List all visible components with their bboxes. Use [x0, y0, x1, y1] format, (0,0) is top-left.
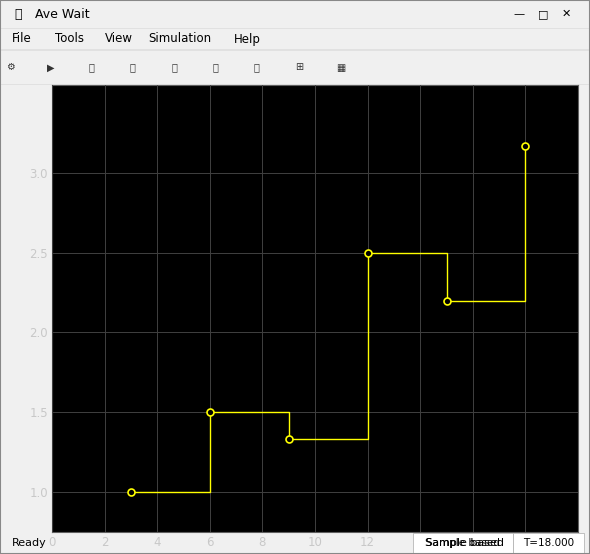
Text: Tools: Tools	[55, 33, 84, 45]
Text: T=18.000: T=18.000	[523, 538, 574, 548]
Text: —: —	[514, 9, 525, 19]
Text: 📈: 📈	[15, 8, 22, 20]
Text: 🔍: 🔍	[212, 63, 218, 73]
FancyBboxPatch shape	[513, 533, 584, 553]
Text: ⚙: ⚙	[6, 63, 15, 73]
Text: View: View	[105, 33, 133, 45]
Text: □: □	[537, 9, 548, 19]
Text: ▦: ▦	[336, 63, 346, 73]
Text: Help: Help	[234, 33, 261, 45]
Text: Sample based: Sample based	[426, 538, 500, 548]
Text: ⊞: ⊞	[295, 63, 303, 73]
Text: File: File	[12, 33, 31, 45]
Text: ✕: ✕	[562, 9, 571, 19]
Text: ⏹: ⏹	[130, 63, 136, 73]
Text: ⬜: ⬜	[254, 63, 260, 73]
Text: Simulation: Simulation	[148, 33, 211, 45]
Text: Ave Wait: Ave Wait	[35, 8, 90, 20]
Text: Sample based: Sample based	[425, 538, 504, 548]
Text: ▶: ▶	[47, 63, 55, 73]
FancyBboxPatch shape	[413, 533, 513, 553]
Text: Ready: Ready	[12, 538, 47, 548]
Text: 🔧: 🔧	[171, 63, 177, 73]
Text: ⏸: ⏸	[88, 63, 94, 73]
